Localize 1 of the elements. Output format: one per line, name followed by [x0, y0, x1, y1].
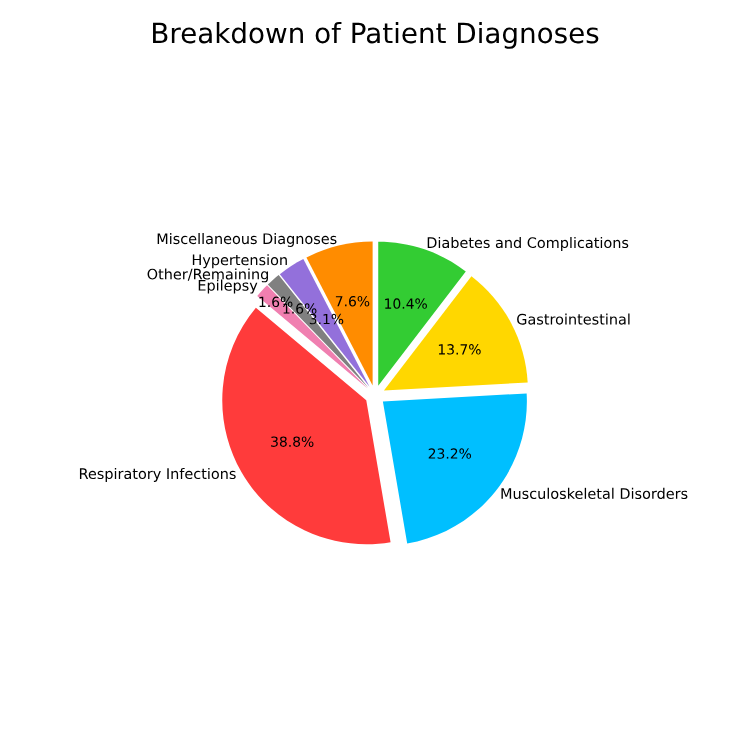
chart-title: Breakdown of Patient Diagnoses [153, 21, 599, 49]
